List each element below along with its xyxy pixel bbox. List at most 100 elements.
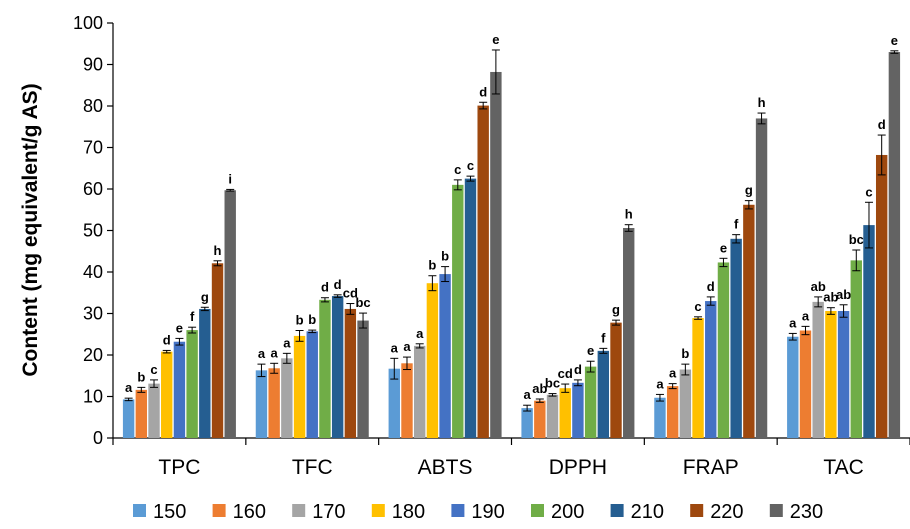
bar (452, 184, 464, 438)
bar (787, 336, 799, 438)
bar (211, 263, 224, 438)
significance-label: f (190, 309, 195, 324)
bar (357, 320, 369, 438)
significance-label: h (214, 243, 222, 258)
significance-label: e (891, 33, 898, 48)
significance-label: g (201, 289, 209, 304)
bar (546, 394, 559, 438)
significance-label: e (720, 240, 727, 255)
y-tick-label: 80 (83, 96, 103, 116)
x-tick-label: FRAP (683, 456, 739, 479)
legend-swatch (292, 504, 306, 517)
significance-label: e (176, 320, 183, 335)
significance-label: d (878, 117, 886, 132)
y-tick-label: 90 (83, 55, 103, 75)
significance-label: h (758, 95, 766, 110)
x-tick-label: DPPH (549, 456, 607, 479)
significance-label: d (574, 362, 582, 377)
bar (666, 386, 679, 438)
bar (490, 71, 502, 438)
bar (610, 322, 622, 438)
legend-label: 160 (233, 501, 266, 523)
bar (863, 225, 875, 438)
x-axis: TPC TFC ABTS DPPH FRAP TAC (112, 437, 910, 479)
legend-swatch (610, 504, 624, 517)
y-tick-label: 50 (83, 221, 103, 241)
significance-label: b (296, 313, 304, 328)
legend-label: 220 (710, 501, 743, 523)
bar (173, 341, 186, 438)
legend-swatch (133, 504, 146, 517)
bar (825, 311, 837, 438)
bar (268, 368, 280, 438)
bar (717, 262, 730, 438)
significance-label: a (416, 326, 424, 341)
significance-label: h (625, 207, 633, 222)
legend-swatch (531, 504, 544, 517)
significance-label: b (428, 258, 436, 273)
bar (799, 330, 812, 438)
legend-swatch (451, 504, 465, 517)
y-tick-label: 20 (83, 345, 103, 365)
significance-label: a (523, 387, 531, 402)
y-tick-label: 40 (83, 262, 103, 282)
significance-label: c (454, 162, 461, 177)
significance-label: e (587, 343, 594, 358)
significance-label: d (321, 280, 329, 295)
bar (623, 228, 635, 438)
significance-label: a (283, 335, 291, 350)
significance-label: b (308, 312, 316, 327)
bar (135, 389, 148, 438)
significance-label: a (656, 376, 664, 391)
bar (559, 388, 571, 438)
bar (344, 308, 357, 438)
bar (148, 383, 160, 438)
bar (743, 204, 755, 438)
legend: 150 160 170 180 190 200 210 220 230 (133, 501, 823, 523)
x-tick-label: ABTS (418, 456, 473, 479)
legend-label: 170 (312, 501, 345, 523)
significance-label: cd (343, 286, 358, 301)
significance-label: bc (849, 232, 864, 247)
x-tick-label: TFC (292, 456, 333, 479)
bar (730, 238, 742, 438)
y-tick-label: 0 (93, 428, 103, 448)
bar (331, 296, 344, 438)
x-tick-label: TPC (158, 456, 200, 479)
significance-label: i (228, 171, 232, 186)
legend-label: 200 (551, 501, 584, 523)
bar (888, 52, 901, 439)
bar (521, 408, 533, 438)
y-tick-label: 10 (83, 387, 103, 407)
legend-label: 210 (631, 501, 664, 523)
bar (850, 260, 862, 438)
significance-label: b (441, 249, 449, 264)
bar (875, 154, 888, 438)
significance-label: a (802, 308, 810, 323)
y-axis-label: Content (mg equivalent/g AS) (19, 83, 42, 376)
legend-label: 180 (392, 501, 425, 523)
bar (464, 178, 477, 438)
bar (584, 366, 597, 438)
bar (654, 397, 666, 438)
bar (534, 400, 546, 438)
significance-label: bc (355, 295, 370, 310)
y-axis: 0 10 20 30 40 50 60 70 80 90 100 (73, 13, 114, 448)
bar (426, 283, 439, 438)
bar (439, 274, 451, 438)
bar (755, 118, 768, 438)
significance-label: cd (558, 366, 573, 381)
significance-label: a (669, 366, 677, 381)
significance-label: g (612, 302, 620, 317)
y-tick-label: 70 (83, 138, 103, 158)
legend-label: 150 (153, 501, 186, 523)
significance-label: ab (836, 287, 851, 302)
bar (413, 345, 426, 438)
significance-label: a (403, 339, 411, 354)
significance-label: a (258, 346, 266, 361)
bar (679, 369, 692, 438)
significance-label: f (601, 330, 606, 345)
bar (597, 350, 610, 438)
